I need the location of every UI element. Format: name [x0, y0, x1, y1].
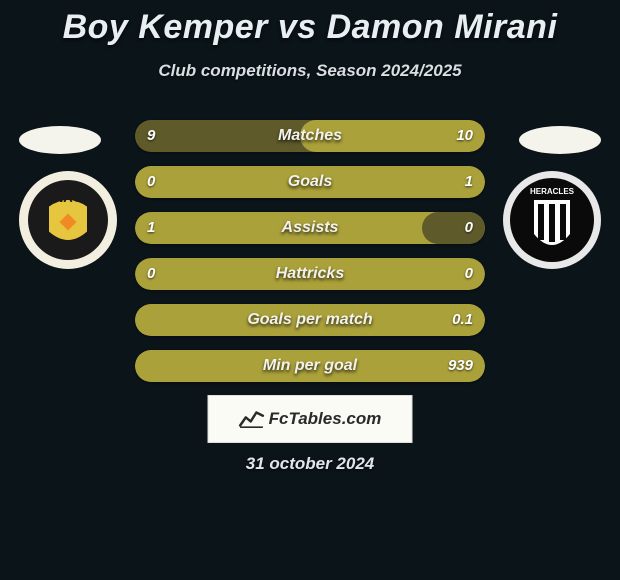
page-subtitle: Club competitions, Season 2024/2025	[0, 61, 620, 81]
snapshot-date: 31 october 2024	[0, 454, 620, 474]
stat-row: 0.1Goals per match	[135, 304, 485, 336]
player-marker-left	[19, 126, 101, 154]
stat-row: 01Goals	[135, 166, 485, 198]
nac-crest-icon: NAC	[18, 170, 118, 270]
fctables-logo-icon	[239, 407, 265, 431]
stat-row: 10Assists	[135, 212, 485, 244]
team-badge-left: NAC	[18, 170, 118, 270]
stat-metric-label: Hattricks	[135, 258, 485, 290]
stat-metric-label: Min per goal	[135, 350, 485, 382]
stat-row: 939Min per goal	[135, 350, 485, 382]
svg-text:HERACLES: HERACLES	[530, 187, 575, 196]
stat-metric-label: Assists	[135, 212, 485, 244]
svg-text:NAC: NAC	[54, 190, 83, 205]
page-title: Boy Kemper vs Damon Mirani	[0, 0, 620, 47]
stat-metric-label: Goals per match	[135, 304, 485, 336]
stat-row: 910Matches	[135, 120, 485, 152]
stats-panel: 910Matches 01Goals 10Assists 00Hattricks 0.1…	[135, 120, 485, 396]
stat-row: 00Hattricks	[135, 258, 485, 290]
stat-metric-label: Matches	[135, 120, 485, 152]
player-marker-right	[519, 126, 601, 154]
brand-badge: FcTables.com	[208, 395, 413, 443]
brand-text: FcTables.com	[269, 409, 382, 429]
team-badge-right: HERACLES	[502, 170, 602, 270]
stat-metric-label: Goals	[135, 166, 485, 198]
heracles-crest-icon: HERACLES	[502, 170, 602, 270]
